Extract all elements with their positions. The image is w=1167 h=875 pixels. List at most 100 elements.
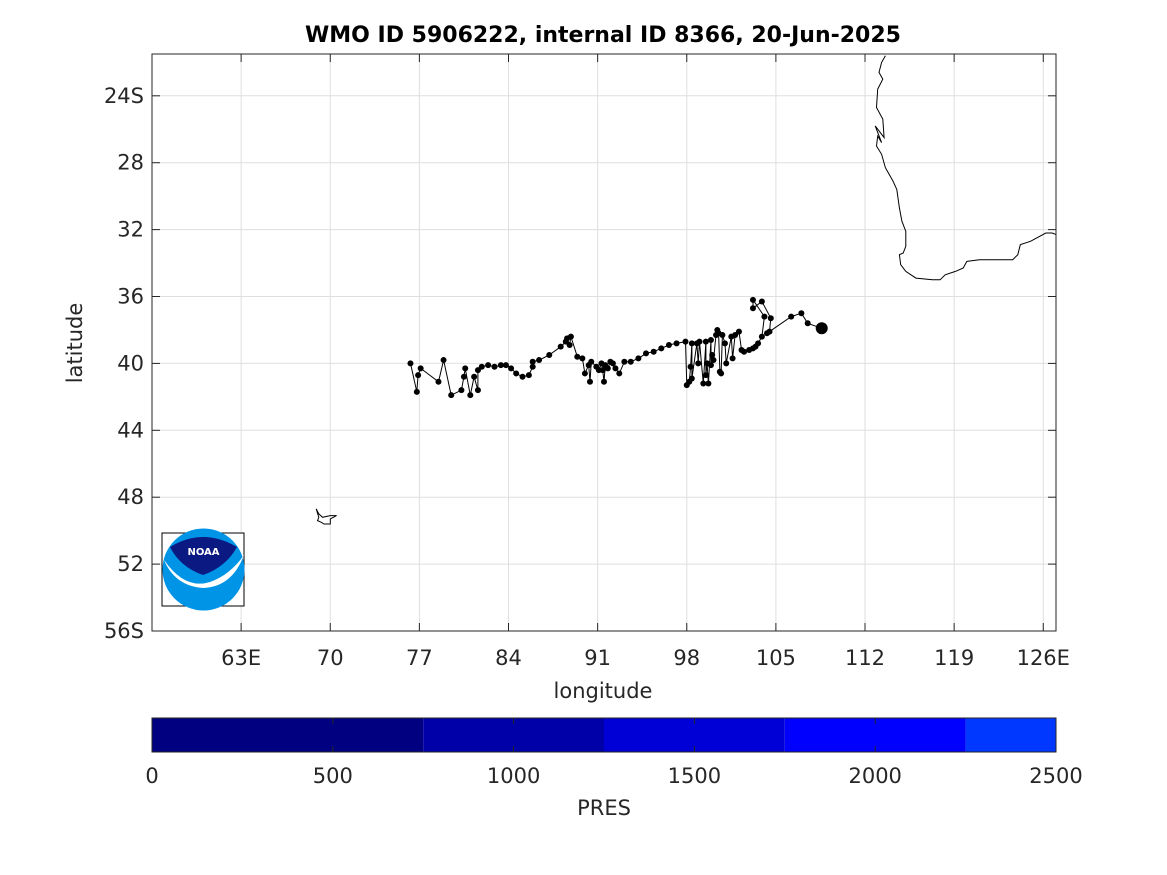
profile-point	[749, 305, 756, 312]
profile-point	[502, 362, 509, 369]
profile-point	[458, 387, 465, 394]
profile-point	[718, 370, 725, 377]
profile-point	[616, 370, 623, 377]
profile-point	[755, 340, 762, 347]
profile-point	[601, 378, 607, 385]
profile-point	[749, 296, 756, 303]
colorbar-band	[965, 718, 1056, 752]
map-axes: 63E 70 77 84 91 98 105 112 119 126E 24S 28 32 36 40 44…	[104, 53, 1070, 670]
profile-point	[579, 355, 586, 362]
colorbar-tick-label: 2000	[848, 764, 901, 788]
profile-point	[567, 333, 574, 340]
profile-point	[707, 336, 714, 343]
profile-point	[566, 342, 573, 349]
profile-point	[557, 343, 564, 350]
profile-point	[485, 362, 492, 369]
profile-point	[682, 338, 689, 345]
plot-frame	[151, 53, 1057, 632]
profile-point	[574, 353, 581, 360]
x-tick-labels: 63E 70 77 84 91 98 105 112 119 126E	[221, 646, 1070, 670]
profile-point	[758, 333, 765, 340]
profile-point	[612, 365, 619, 372]
logo-text: NOAA	[187, 547, 219, 558]
colorbar-bands	[152, 718, 1056, 752]
profile-point	[581, 370, 588, 377]
logo-top	[170, 537, 237, 575]
y-tick-label: 56S	[104, 619, 144, 643]
profile-point	[702, 372, 709, 379]
colorbar-tick-label: 1000	[487, 764, 540, 788]
profile-point	[462, 365, 469, 372]
profile-point	[696, 338, 703, 345]
y-tick-label: 36	[117, 285, 144, 309]
profile-point	[609, 360, 616, 367]
profile-point	[440, 357, 447, 364]
profile-point	[643, 350, 650, 357]
kerguelen-islands	[315, 508, 337, 525]
profile-point	[415, 372, 422, 379]
x-tick-label: 63E	[221, 646, 261, 670]
profile-point	[546, 352, 553, 359]
profile-point	[721, 340, 728, 347]
y-tick-labels: 24S 28 32 36 40 44 48 52 56S	[104, 84, 144, 643]
profile-point	[688, 375, 695, 382]
last-position-marker	[815, 322, 828, 335]
x-tick-label: 91	[584, 646, 611, 670]
australia-west-coast	[874, 55, 1057, 281]
x-tick-label: 77	[406, 646, 433, 670]
colorbar-tick-label: 1500	[668, 764, 721, 788]
noaa-logo: NOAA	[161, 528, 245, 611]
profile-point	[788, 313, 795, 320]
profile-point	[700, 380, 707, 387]
profile-point	[536, 357, 543, 364]
profile-point	[763, 330, 770, 337]
profile-point	[586, 378, 593, 385]
profile-point	[798, 310, 805, 317]
profile-point	[478, 363, 485, 370]
colorbar-tick-label: 500	[313, 764, 353, 788]
profile-point	[804, 320, 811, 327]
profile-point	[758, 298, 765, 305]
profile-point	[665, 342, 672, 349]
profile-point	[513, 370, 520, 377]
y-tick-label: 24S	[104, 84, 144, 108]
x-tick-label: 119	[934, 646, 974, 670]
profile-point	[491, 363, 498, 370]
profile-point	[627, 358, 634, 365]
profile-point	[702, 338, 709, 345]
plot-area	[152, 54, 1056, 631]
profile-point	[519, 373, 526, 380]
profile-point	[695, 360, 702, 367]
x-tick-label: 70	[317, 646, 344, 670]
profile-point	[735, 328, 742, 335]
y-axis-label: latitude	[63, 303, 87, 384]
profile-point	[599, 367, 606, 374]
profile-point	[621, 358, 628, 365]
profile-point	[658, 345, 665, 352]
profile-point	[448, 392, 455, 399]
profile-point	[741, 348, 748, 355]
profile-point	[508, 365, 515, 372]
profile-point	[525, 372, 532, 379]
profile-point	[635, 355, 642, 362]
profile-point	[707, 362, 714, 369]
y-tick-label: 48	[117, 485, 144, 509]
x-tick-label: 98	[673, 646, 700, 670]
profile-point	[604, 365, 611, 372]
plot-title: WMO ID 5906222, internal ID 8366, 20-Jun…	[305, 23, 901, 48]
profile-point	[497, 362, 504, 369]
profile-point	[729, 355, 736, 362]
x-tick-label: 105	[756, 646, 796, 670]
colorbar: 0 500 1000 1500 2000 2500 PRES	[145, 717, 1083, 820]
coastlines	[315, 55, 1057, 525]
x-tick-label: 112	[845, 646, 885, 670]
profile-point	[529, 363, 536, 370]
y-tick-label: 28	[117, 151, 144, 175]
colorbar-ticks: 0 500 1000 1500 2000 2500	[145, 718, 1083, 788]
profile-point	[687, 363, 694, 370]
logo-bird	[164, 555, 244, 588]
profile-point	[761, 313, 768, 320]
profile-point	[710, 357, 717, 364]
profile-point	[474, 387, 481, 394]
